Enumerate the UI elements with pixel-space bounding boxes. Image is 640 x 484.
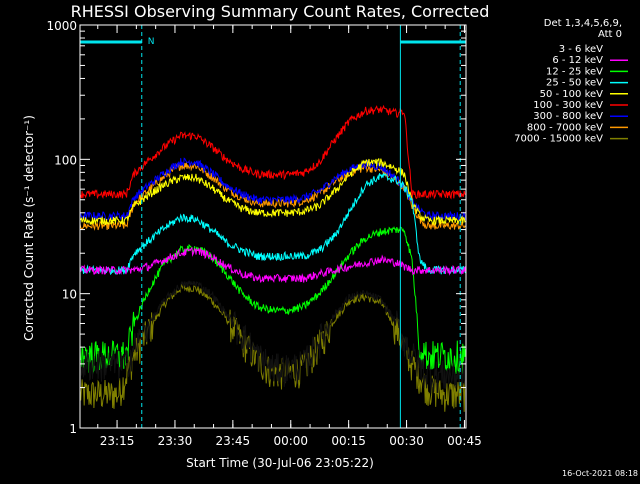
series-line-1 — [79, 246, 467, 283]
x-tick-label: 23:15 — [100, 434, 135, 448]
series-line-2 — [79, 226, 467, 374]
series-line-3 — [79, 172, 467, 276]
legend-label: 12 - 25 keV — [546, 66, 603, 77]
plot-frame — [79, 24, 467, 429]
y-tick-label: 100 — [54, 153, 77, 167]
y-tick-label: 1 — [69, 422, 77, 436]
footer-date: 16-Oct-2021 08:18 — [562, 469, 638, 478]
x-tick-label: 00:15 — [331, 434, 366, 448]
axes: 23:15 23:30 23:45 00:00 00:15 00:30 00:45 1 10 10… — [46, 19, 481, 448]
legend-label: 25 - 50 keV — [546, 78, 603, 89]
y-tick-label: 10 — [62, 288, 77, 302]
legend-label: 800 - 7000 keV — [527, 122, 603, 133]
y-tick-label: 1000 — [46, 19, 77, 33]
series-line-7 — [79, 161, 466, 231]
x-tick-label: 23:30 — [158, 434, 193, 448]
legend-label: 3 - 6 keV — [559, 44, 603, 55]
chart-title: RHESSI Observing Summary Count Rates, Co… — [71, 2, 490, 21]
legend-header-line: Att 0 — [598, 29, 622, 40]
x-tick-label: 00:45 — [447, 434, 482, 448]
legend-label: 6 - 12 keV — [552, 55, 603, 66]
legend-label: 7000 - 15000 keV — [514, 134, 603, 145]
legend-header-line: Det 1,3,4,5,6,9, — [544, 18, 622, 29]
legend-label: 50 - 100 keV — [540, 89, 604, 100]
series-line-4 — [79, 158, 466, 227]
legend-label: 300 - 800 keV — [533, 111, 603, 122]
series-line-5 — [79, 104, 466, 200]
x-axis-label: Start Time (30-Jul-06 23:05:22) — [186, 456, 374, 470]
x-tick-label: 00:00 — [273, 434, 308, 448]
annotation-n: N — [148, 37, 155, 47]
series-line-0 — [79, 280, 467, 394]
x-tick-label: 00:30 — [389, 434, 424, 448]
x-tick-label: 23:45 — [216, 434, 251, 448]
y-axis-label: Corrected Count Rate (s⁻¹ detector⁻¹) — [22, 115, 36, 341]
legend-label: 100 - 300 keV — [533, 100, 603, 111]
